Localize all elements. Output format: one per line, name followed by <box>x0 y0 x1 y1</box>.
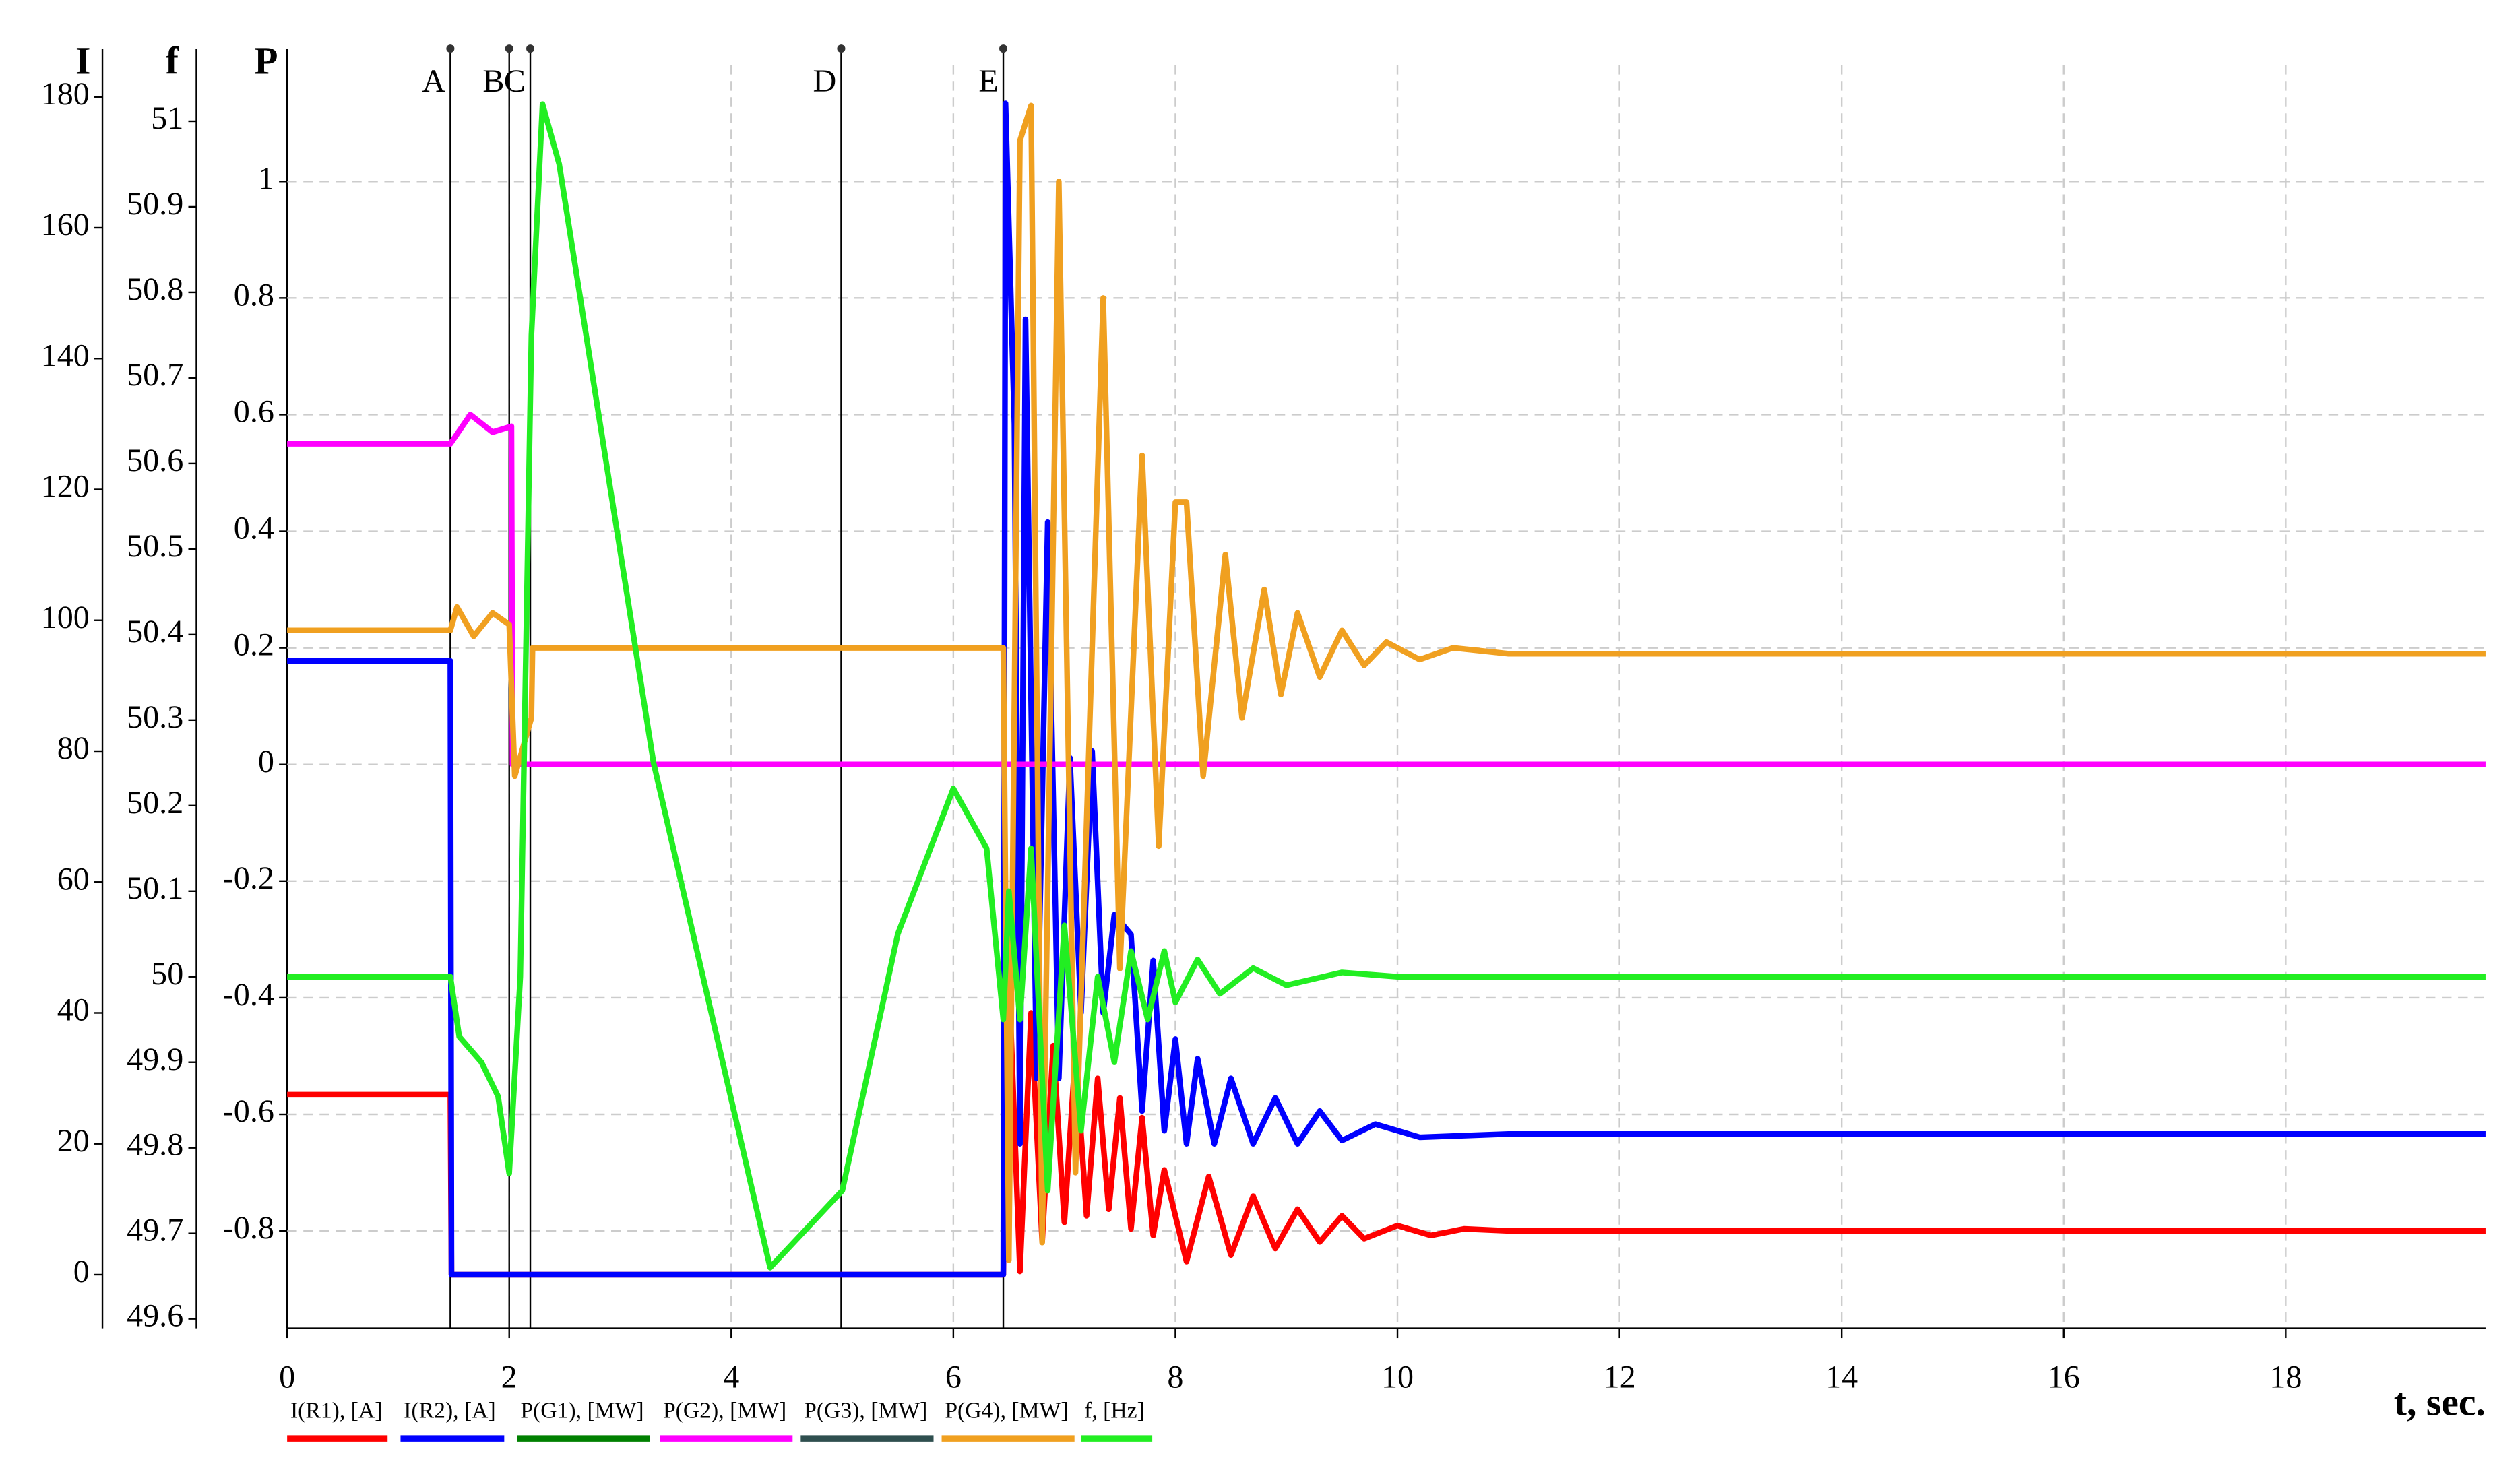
y-tick-label: -0.8 <box>223 1210 274 1246</box>
y-tick-label: 50.9 <box>127 186 183 222</box>
x-axis-title: t, sec. <box>2394 1381 2486 1424</box>
series-line <box>287 102 2486 1263</box>
y-tick-label: 50.4 <box>127 614 183 649</box>
x-tick-label: 10 <box>1381 1360 1414 1395</box>
event-dot <box>837 44 846 53</box>
y-tick-label: 50.6 <box>127 443 183 478</box>
y-tick-label: 49.8 <box>127 1127 183 1163</box>
x-tick-label: 14 <box>1825 1360 1858 1395</box>
y-tick-label: 80 <box>57 730 90 766</box>
series-line <box>287 100 2486 1278</box>
y-tick-label: 50 <box>151 956 183 992</box>
legend-label: P(G2), [MW] <box>663 1398 786 1423</box>
y-tick-label: 100 <box>41 600 90 635</box>
y-tick-label: 140 <box>41 338 90 373</box>
y-tick-label: 160 <box>41 207 90 243</box>
y-tick-label: 120 <box>41 469 90 505</box>
y-tick-label: 50.3 <box>127 699 183 735</box>
x-tick-label: 2 <box>501 1360 517 1395</box>
x-tick-label: 4 <box>723 1360 739 1395</box>
event-label: B <box>482 63 504 99</box>
y-tick-label: 0.2 <box>234 627 274 663</box>
event-label: A <box>422 63 445 99</box>
x-tick-label: 12 <box>1604 1360 1636 1395</box>
event-label: E <box>978 63 998 99</box>
y-tick-label: 50.7 <box>127 357 183 393</box>
legend-label: f, [Hz] <box>1084 1398 1145 1423</box>
y-tick-label: 50.5 <box>127 528 183 564</box>
event-label: C <box>504 63 526 99</box>
event-dot <box>446 44 455 53</box>
x-tick-label: 18 <box>2269 1360 2302 1395</box>
series-line <box>287 101 2486 1271</box>
event-dot <box>505 44 513 53</box>
y-tick-label: 0.8 <box>234 277 274 313</box>
axis-title: f <box>166 40 179 82</box>
y-tick-label: 0 <box>73 1254 90 1289</box>
y-tick-label: 1 <box>258 160 274 196</box>
y-tick-label: 0.4 <box>234 511 274 546</box>
y-tick-label: 0.6 <box>234 393 274 429</box>
x-tick-label: 6 <box>945 1360 962 1395</box>
series-line <box>287 971 2486 1278</box>
legend-label: P(G1), [MW] <box>520 1398 643 1423</box>
x-tick-label: 8 <box>1167 1360 1183 1395</box>
legend-label: I(R1), [A] <box>290 1398 382 1423</box>
y-tick-label: -0.6 <box>223 1093 274 1129</box>
y-tick-label: 49.6 <box>127 1298 183 1334</box>
x-tick-label: 0 <box>279 1360 295 1395</box>
y-tick-label: 60 <box>57 861 90 897</box>
event-dot <box>999 44 1008 53</box>
legend-label: P(G4), [MW] <box>945 1398 1068 1423</box>
y-tick-label: -0.4 <box>223 977 274 1013</box>
y-tick-label: 49.9 <box>127 1042 183 1077</box>
legend-label: I(R2), [A] <box>404 1398 495 1423</box>
y-tick-label: 40 <box>57 992 90 1028</box>
legend-label: P(G3), [MW] <box>804 1398 927 1423</box>
y-tick-label: 51 <box>151 100 183 136</box>
x-tick-label: 16 <box>2048 1360 2080 1395</box>
event-label: D <box>813 63 836 99</box>
y-tick-label: 50.1 <box>127 870 183 906</box>
y-tick-label: 20 <box>57 1123 90 1159</box>
y-tick-label: 0 <box>258 744 274 779</box>
y-tick-label: 49.7 <box>127 1213 183 1248</box>
axis-title: I <box>75 40 90 82</box>
y-tick-label: 50.2 <box>127 785 183 821</box>
axis-title: P <box>254 40 278 82</box>
y-tick-label: 50.8 <box>127 272 183 307</box>
event-dot <box>526 44 535 53</box>
y-tick-label: -0.2 <box>223 860 274 896</box>
y-tick-label: 180 <box>41 76 90 112</box>
